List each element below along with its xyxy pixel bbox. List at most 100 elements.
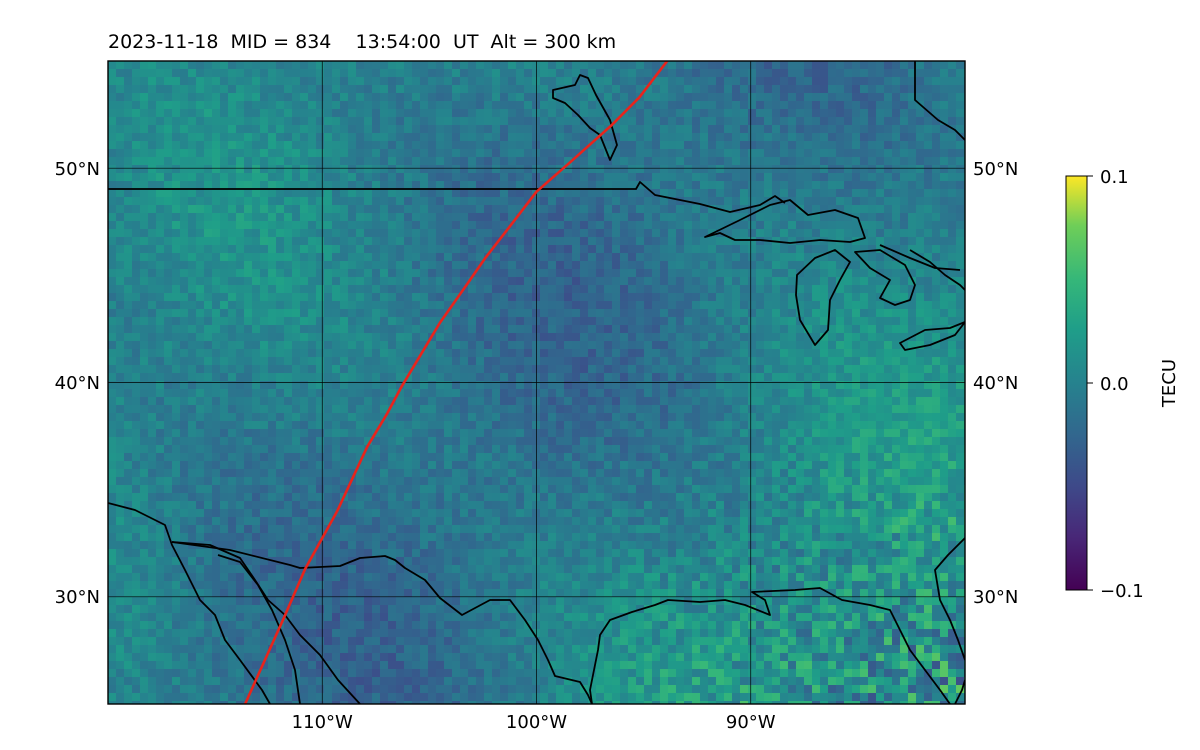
tec-cell: [604, 253, 613, 262]
tec-cell: [228, 341, 237, 350]
tec-cell: [556, 421, 565, 430]
tec-cell: [396, 133, 405, 142]
tec-cell: [308, 69, 317, 78]
tec-cell: [860, 173, 869, 182]
tec-cell: [732, 101, 741, 110]
tec-cell: [892, 365, 901, 374]
tec-cell: [156, 325, 165, 334]
tec-cell: [548, 317, 557, 326]
tec-cell: [932, 125, 941, 134]
tec-cell: [932, 165, 941, 174]
tec-cell: [764, 157, 773, 166]
tec-cell: [452, 221, 461, 230]
tec-cell: [188, 421, 197, 430]
tec-cell: [380, 77, 389, 86]
tec-cell: [124, 285, 133, 294]
tec-cell: [788, 293, 797, 302]
tec-cell: [756, 181, 765, 190]
tec-cell: [180, 165, 189, 174]
tec-cell: [236, 117, 245, 126]
tec-cell: [820, 165, 829, 174]
tec-cell: [404, 245, 413, 254]
tec-cell: [956, 317, 965, 326]
tec-cell: [692, 325, 701, 334]
tec-cell: [772, 117, 781, 126]
tec-cell: [548, 285, 557, 294]
tec-cell: [404, 221, 413, 230]
tec-cell: [780, 261, 789, 270]
tec-cell: [732, 253, 741, 262]
tec-cell: [260, 389, 269, 398]
tec-cell: [284, 413, 293, 422]
tec-cell: [732, 309, 741, 318]
tec-cell: [852, 173, 861, 182]
tec-cell: [356, 341, 365, 350]
tec-cell: [108, 373, 117, 382]
tec-cell: [372, 333, 381, 342]
tec-cell: [764, 309, 773, 318]
tec-cell: [892, 93, 901, 102]
tec-cell: [268, 117, 277, 126]
tec-cell: [612, 181, 621, 190]
tec-cell: [396, 117, 405, 126]
tec-cell: [596, 293, 605, 302]
tec-cell: [172, 181, 181, 190]
tec-cell: [716, 405, 725, 414]
tec-cell: [396, 213, 405, 222]
tec-cell: [796, 357, 805, 366]
tec-cell: [884, 213, 893, 222]
tec-cell: [660, 309, 669, 318]
tec-cell: [340, 413, 349, 422]
tec-cell: [956, 309, 965, 318]
tec-cell: [916, 109, 925, 118]
tec-cell: [476, 221, 485, 230]
tec-cell: [868, 389, 877, 398]
tec-cell: [804, 397, 813, 406]
tec-cell: [652, 405, 661, 414]
tec-cell: [756, 317, 765, 326]
tec-cell: [732, 389, 741, 398]
tec-cell: [652, 333, 661, 342]
tec-cell: [788, 301, 797, 310]
tec-cell: [644, 157, 653, 166]
tec-cell: [812, 69, 821, 78]
tec-cell: [564, 173, 573, 182]
tec-cell: [580, 157, 589, 166]
tec-cell: [500, 69, 509, 78]
tec-cell: [444, 221, 453, 230]
tec-cell: [140, 397, 149, 406]
tec-cell: [644, 85, 653, 94]
tec-cell: [220, 125, 229, 134]
tec-cell: [412, 341, 421, 350]
tec-cell: [844, 317, 853, 326]
tec-cell: [436, 165, 445, 174]
tec-cell: [172, 333, 181, 342]
tec-cell: [708, 293, 717, 302]
tec-cell: [580, 301, 589, 310]
tec-cell: [452, 253, 461, 262]
tec-cell: [220, 173, 229, 182]
tec-cell: [580, 133, 589, 142]
tec-cell: [756, 117, 765, 126]
tec-cell: [796, 181, 805, 190]
tec-cell: [412, 117, 421, 126]
tec-cell: [372, 301, 381, 310]
tec-cell: [236, 181, 245, 190]
tec-cell: [628, 405, 637, 414]
tec-cell: [668, 325, 677, 334]
tec-cell: [180, 237, 189, 246]
tec-cell: [324, 365, 333, 374]
tec-cell: [340, 213, 349, 222]
tec-cell: [628, 157, 637, 166]
tec-cell: [796, 373, 805, 382]
tec-cell: [516, 325, 525, 334]
tec-cell: [788, 285, 797, 294]
tec-cell: [604, 173, 613, 182]
tec-cell: [636, 229, 645, 238]
tec-cell: [684, 341, 693, 350]
tec-cell: [756, 197, 765, 206]
tec-cell: [564, 341, 573, 350]
tec-cell: [236, 269, 245, 278]
tec-cell: [508, 165, 517, 174]
tec-cell: [604, 133, 613, 142]
